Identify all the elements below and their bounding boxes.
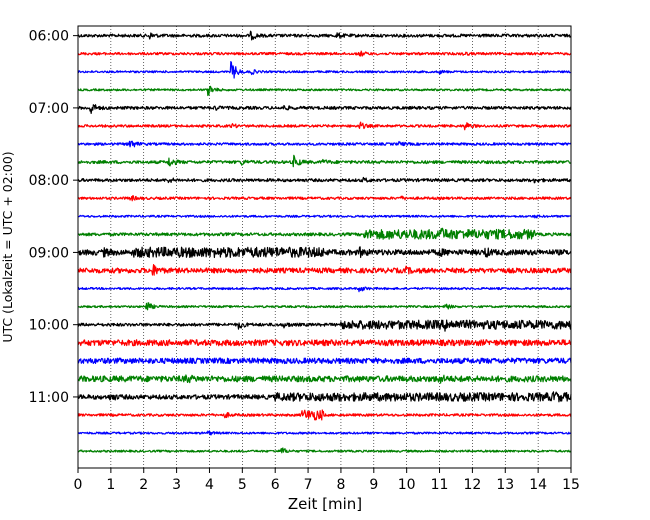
- trace-0915: [77, 263, 572, 276]
- x-tick-label: 10: [398, 477, 416, 493]
- y-tick-label: 09:00: [29, 245, 69, 261]
- x-tick-label: 13: [496, 477, 514, 493]
- x-tick-label: 14: [529, 477, 547, 493]
- plot-background: [78, 26, 571, 468]
- trace-0700: [77, 104, 572, 115]
- x-tick-label: 7: [304, 477, 313, 493]
- x-tick-label: 3: [172, 477, 181, 493]
- x-tick-label: 12: [463, 477, 481, 493]
- x-tick-label: 9: [369, 477, 378, 493]
- x-tick-label: 5: [238, 477, 247, 493]
- trace-1130: [77, 430, 572, 436]
- y-axis: 06:00 07:00 08:00 09:00 10:00 11:00: [29, 29, 78, 406]
- trace-1015: [77, 339, 572, 347]
- trace-1145: [77, 447, 572, 454]
- plot-frame: [77, 25, 572, 469]
- trace-0645: [77, 85, 572, 97]
- x-tick-label: 11: [431, 477, 449, 493]
- trace-0730: [77, 140, 572, 148]
- x-tick-label: 2: [139, 477, 148, 493]
- trace-1100: [77, 391, 572, 403]
- trace-0745: [77, 154, 572, 168]
- trace-1045: [77, 374, 572, 384]
- x-axis-label: Zeit [min]: [288, 495, 362, 513]
- trace-0715: [77, 121, 572, 131]
- trace-0815: [77, 195, 572, 202]
- y-tick-label: 10:00: [29, 318, 69, 334]
- x-tick-label: 6: [271, 477, 280, 493]
- trace-0600: [77, 30, 572, 41]
- y-axis-label: UTC (Lokalzeit = UTC + 02:00): [0, 151, 15, 342]
- trace-0630: [77, 61, 572, 79]
- y-tick-label: 11:00: [29, 390, 69, 406]
- trace-1030: [77, 357, 572, 365]
- y-tick-label: 06:00: [29, 29, 69, 45]
- trace-0830: [77, 214, 572, 219]
- x-axis: 0 1 2 3 4 5 6 7 8 9 10 11 12 13 14 15: [74, 468, 580, 493]
- x-tick-label: 15: [562, 477, 580, 493]
- trace-0845: [77, 227, 572, 240]
- x-tick-label: 1: [106, 477, 115, 493]
- trace-1115: [77, 409, 572, 421]
- y-tick-label: 08:00: [29, 173, 69, 189]
- x-tick-label: 0: [74, 477, 83, 493]
- trace-0945: [77, 302, 572, 311]
- trace-0800: [77, 176, 572, 184]
- y-tick-label: 07:00: [29, 101, 69, 117]
- trace-1000: [77, 319, 572, 332]
- traces: [77, 30, 572, 454]
- x-tick-label: 4: [205, 477, 214, 493]
- x-tick-label: 8: [336, 477, 345, 493]
- trace-0900: [77, 246, 572, 259]
- trace-0615: [77, 50, 572, 57]
- trace-0930: [77, 286, 572, 293]
